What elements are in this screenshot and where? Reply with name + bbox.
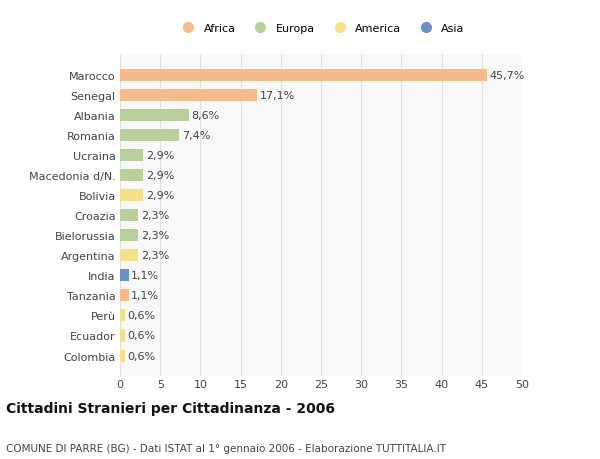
Bar (120, 150, 143, 162)
Text: 8,6%: 8,6% (191, 111, 220, 121)
Bar (120, 230, 139, 242)
Bar (120, 310, 125, 322)
Text: COMUNE DI PARRE (BG) - Dati ISTAT al 1° gennaio 2006 - Elaborazione TUTTITALIA.I: COMUNE DI PARRE (BG) - Dati ISTAT al 1° … (6, 443, 446, 453)
Text: 45,7%: 45,7% (490, 71, 525, 81)
Bar (120, 130, 179, 142)
Bar (120, 90, 257, 102)
Text: 2,3%: 2,3% (141, 251, 169, 261)
Text: Cittadini Stranieri per Cittadinanza - 2006: Cittadini Stranieri per Cittadinanza - 2… (6, 402, 335, 415)
Text: 7,4%: 7,4% (182, 131, 210, 141)
Text: 2,3%: 2,3% (141, 231, 169, 241)
Text: 0,6%: 0,6% (127, 331, 155, 341)
Bar (120, 330, 125, 342)
Bar (120, 250, 139, 262)
Bar (120, 170, 143, 182)
Bar (120, 210, 139, 222)
Legend: Africa, Europa, America, Asia: Africa, Europa, America, Asia (175, 22, 467, 36)
Text: 2,3%: 2,3% (141, 211, 169, 221)
Bar (120, 350, 125, 362)
Text: 1,1%: 1,1% (131, 291, 160, 301)
Bar (120, 70, 487, 82)
Bar (120, 110, 189, 122)
Text: 0,6%: 0,6% (127, 311, 155, 321)
Bar (120, 270, 129, 282)
Text: 0,6%: 0,6% (127, 351, 155, 361)
Text: 1,1%: 1,1% (131, 271, 160, 281)
Bar (120, 190, 143, 202)
Text: 2,9%: 2,9% (146, 151, 174, 161)
Text: 17,1%: 17,1% (260, 91, 295, 101)
Text: 2,9%: 2,9% (146, 191, 174, 201)
Text: 2,9%: 2,9% (146, 171, 174, 181)
Bar (120, 290, 129, 302)
